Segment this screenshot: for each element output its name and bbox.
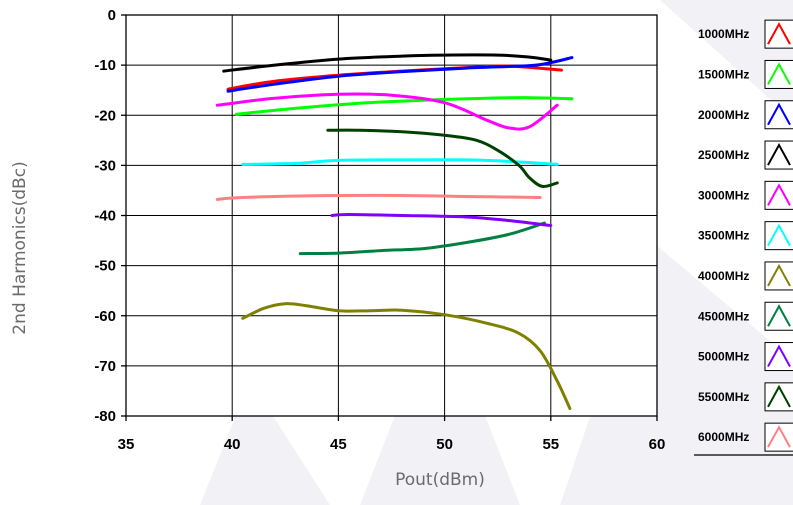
y-tick-label: -60 (94, 308, 116, 325)
grid (121, 14, 658, 421)
x-tick-label: 45 (330, 436, 347, 453)
legend-label: 3500MHz (698, 229, 749, 243)
legend-swatch-5000MHz (767, 344, 791, 368)
series-line-4500MHz (298, 221, 546, 256)
legend-label: 6000MHz (698, 430, 749, 444)
series-line-4000MHz (241, 302, 572, 410)
legend-label: 2500MHz (698, 148, 749, 162)
series-line-2000MHz (226, 56, 574, 93)
y-tick-label: -30 (94, 157, 116, 174)
series-line-2500MHz (222, 53, 553, 73)
series-line-3000MHz (215, 92, 559, 131)
x-tick-label: 55 (542, 436, 559, 453)
legend-swatch-1000MHz (767, 22, 791, 45)
x-tick-label: 60 (649, 436, 666, 453)
series-line-6000MHz (215, 193, 542, 201)
legend-swatch-3500MHz (767, 223, 791, 247)
series-line-1500MHz (234, 96, 574, 116)
y-tick-label: -70 (94, 358, 116, 375)
legend-swatch-4000MHz (767, 263, 791, 287)
legend-swatch-box (764, 100, 793, 130)
legend-label: 5500MHz (698, 390, 749, 404)
series-line-5500MHz (326, 128, 559, 189)
legend-label: 4000MHz (698, 269, 749, 283)
legend-swatch-2000MHz (767, 102, 791, 126)
x-tick-label: 40 (224, 436, 241, 453)
y-tick-label: -50 (94, 258, 116, 275)
legend-swatch-1500MHz (767, 62, 791, 85)
legend-swatch-5500MHz (767, 384, 791, 408)
legend-swatch-2500MHz (767, 142, 791, 166)
series-line-3500MHz (241, 158, 559, 166)
y-tick-label: -10 (94, 57, 116, 74)
legend-label: 5000MHz (698, 350, 749, 364)
legend-swatch-box (764, 382, 793, 412)
legend-label: 3000MHz (698, 188, 749, 202)
series-lines (215, 53, 574, 410)
legend-label: 1000MHz (698, 27, 749, 41)
legend-label: 2000MHz (698, 108, 749, 122)
legend: 1000MHz 1500MHz 2000MHz 2500MHz 3000MHz 3500M… (694, 19, 793, 456)
y-tick-label: -40 (94, 208, 116, 225)
series-line-5000MHz (330, 213, 553, 227)
x-tick-label: 35 (118, 436, 135, 453)
y-tick-label: -80 (94, 408, 116, 425)
x-tick-label: 50 (436, 436, 453, 453)
x-axis-title: Pout(dBm) (395, 470, 485, 490)
legend-label: 1500MHz (698, 67, 749, 81)
y-tick-label: -20 (94, 107, 116, 124)
legend-swatch-3000MHz (767, 183, 791, 206)
legend-swatch-6000MHz (767, 425, 791, 448)
legend-label: 4500MHz (698, 309, 749, 323)
y-tick-label: 0 (108, 7, 116, 24)
legend-swatch-4500MHz (767, 304, 791, 327)
